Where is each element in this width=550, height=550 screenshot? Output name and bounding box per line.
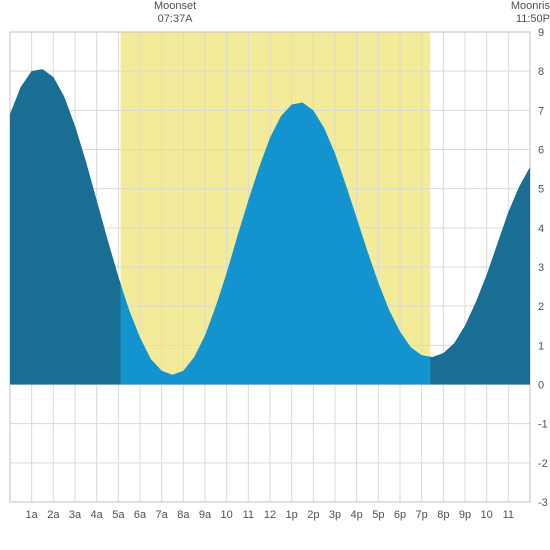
chart-svg: -3-2-10123456789 1a2a3a4a5a6a7a8a9a10111…: [0, 0, 550, 550]
x-tick-label: 4p: [351, 509, 363, 521]
y-tick-label: 3: [538, 262, 544, 274]
x-tick-label: 7a: [156, 509, 169, 521]
x-tick-label: 8a: [177, 509, 190, 521]
y-tick-label: -3: [538, 497, 548, 509]
x-axis-labels: 1a 2a 3a 4a 5a 6a 7a 8a 9a 10 11 12 1p 2p 3p 4p 5p 6p 7p 8p…: [26, 509, 515, 521]
x-tick-label: 1a: [26, 509, 39, 521]
tide-chart: Moonset 07:37A Moonris 11:50P -3-2-10123…: [0, 0, 550, 550]
y-tick-label: -1: [538, 419, 548, 431]
y-tick-label: 8: [538, 66, 544, 78]
y-tick-label: 4: [538, 223, 544, 235]
x-tick-label: 4a: [91, 509, 104, 521]
y-tick-label: 0: [538, 380, 544, 392]
y-tick-label: 1: [538, 340, 544, 352]
x-tick-label: 7p: [416, 509, 428, 521]
x-tick-label: 6p: [394, 509, 406, 521]
x-tick-label: 9a: [199, 509, 212, 521]
x-tick-label: 9p: [459, 509, 471, 521]
y-tick-label: 7: [538, 105, 544, 117]
x-tick-label: 5p: [372, 509, 384, 521]
x-tick-label: 2p: [307, 509, 319, 521]
x-tick-label: 1p: [286, 509, 298, 521]
y-tick-label: 6: [538, 145, 544, 157]
x-tick-label: 2a: [47, 509, 60, 521]
x-tick-label: 10: [481, 509, 493, 521]
y-tick-label: -2: [538, 458, 548, 470]
x-tick-label: 10: [221, 509, 233, 521]
x-tick-label: 3a: [69, 509, 82, 521]
x-tick-label: 5a: [112, 509, 125, 521]
x-tick-label: 6a: [134, 509, 147, 521]
x-tick-label: 11: [243, 509, 254, 521]
x-tick-label: 12: [264, 509, 276, 521]
y-tick-label: 5: [538, 184, 544, 196]
x-tick-label: 11: [503, 509, 514, 521]
y-tick-label: 9: [538, 27, 544, 39]
x-tick-label: 8p: [437, 509, 449, 521]
y-axis-labels: -3 -2 -1 0 1 2 3 4 5 6 7 8 9: [538, 27, 548, 509]
y-tick-label: 2: [538, 301, 544, 313]
x-tick-label: 3p: [329, 509, 341, 521]
